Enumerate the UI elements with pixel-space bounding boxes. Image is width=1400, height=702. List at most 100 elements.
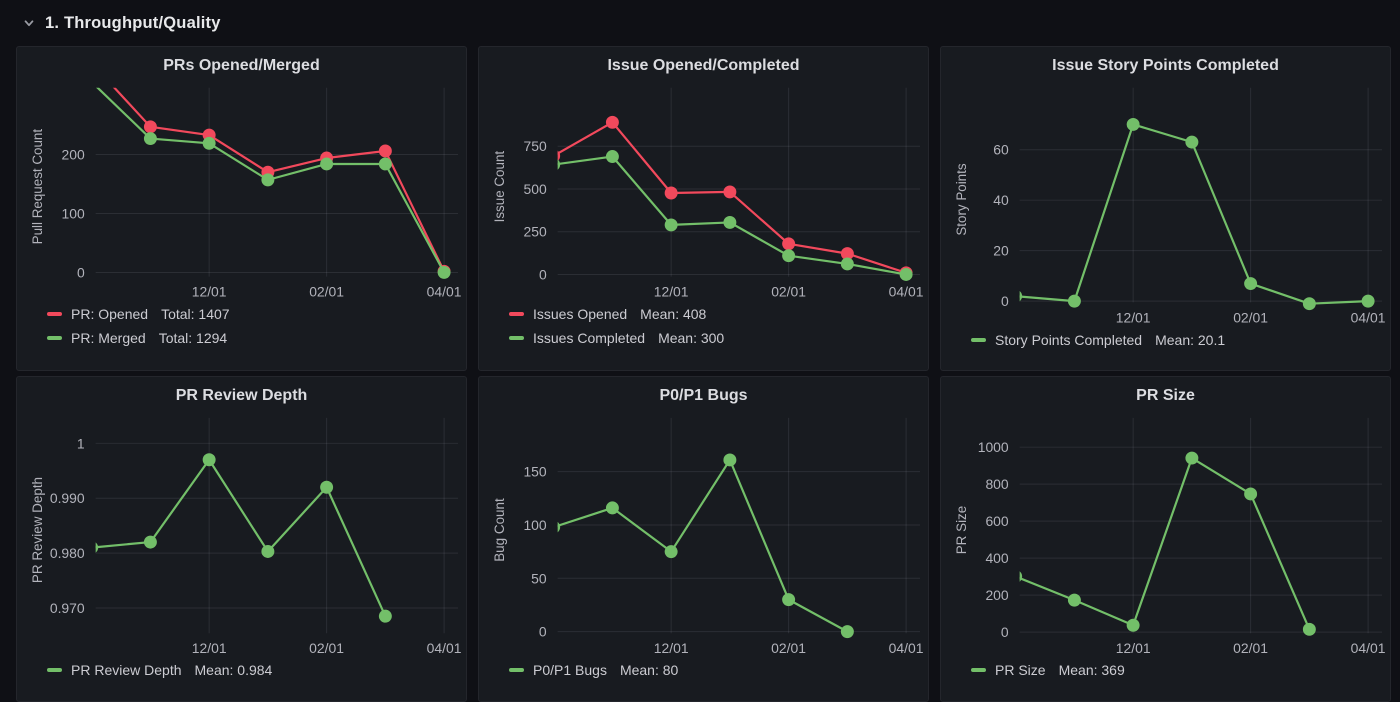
y-axis-title: Bug Count: [492, 498, 507, 562]
legend-label: Issues Completed: [533, 330, 646, 346]
chart-canvas[interactable]: 0 50 100 150 12/01 02/01 04/01 Bug Count: [479, 377, 928, 701]
y-tick-label: 20: [993, 243, 1009, 259]
chart-canvas[interactable]: 0 250 500 750 12/01 02/01 04/01 Issue Count: [479, 47, 928, 370]
chart-canvas[interactable]: 0 100 200 12/01 02/01 04/01 Pull Request Count: [17, 47, 466, 370]
data-point-marker[interactable]: [1244, 277, 1258, 290]
data-point-marker[interactable]: [1009, 290, 1023, 303]
data-point-marker[interactable]: [1185, 135, 1199, 149]
panel-title[interactable]: PRs Opened/Merged: [163, 57, 320, 74]
data-point-marker[interactable]: [1067, 593, 1081, 607]
y-tick-label: 100: [61, 205, 84, 221]
data-point-marker[interactable]: [840, 257, 854, 271]
data-point-marker[interactable]: [437, 265, 451, 279]
y-tick-label: 200: [61, 146, 84, 162]
data-point-marker[interactable]: [1067, 294, 1081, 308]
line-chart-svg: 0 50 100 150 12/01 02/01 04/01 Bug Count: [492, 417, 924, 656]
y-tick-label: 600: [985, 513, 1008, 529]
legend-value: Total: 1294: [158, 330, 228, 346]
data-point-marker[interactable]: [547, 158, 561, 171]
data-point-marker[interactable]: [782, 237, 796, 251]
data-point-marker[interactable]: [605, 150, 619, 163]
chevron-down-icon[interactable]: [22, 16, 36, 30]
data-point-marker[interactable]: [664, 218, 678, 232]
legend-color-dash: [47, 312, 62, 316]
data-point-marker[interactable]: [378, 144, 392, 158]
data-point-marker[interactable]: [1302, 622, 1316, 636]
y-tick-label: 0: [77, 264, 85, 280]
data-point-marker[interactable]: [1244, 487, 1258, 501]
data-point-marker[interactable]: [605, 115, 619, 129]
data-point-marker[interactable]: [1126, 117, 1140, 131]
data-point-marker[interactable]: [202, 453, 216, 467]
data-point-marker[interactable]: [1009, 570, 1023, 583]
data-point-marker[interactable]: [840, 247, 854, 261]
data-point-marker[interactable]: [899, 268, 913, 281]
line-chart-svg: 0 20 40 60 12/01 02/01 04/01 Story Points: [954, 87, 1386, 325]
data-point-marker[interactable]: [547, 521, 561, 534]
x-tick-label: 12/01: [1116, 309, 1151, 325]
data-point-marker[interactable]: [261, 544, 275, 558]
data-point-marker[interactable]: [85, 541, 99, 554]
legend-item[interactable]: PR: Merged Total: 1294: [47, 330, 230, 346]
legend-value: Mean: 408: [640, 306, 707, 322]
data-point-marker[interactable]: [782, 249, 796, 263]
data-point-marker[interactable]: [143, 535, 157, 549]
panel-title[interactable]: PR Size: [1136, 387, 1195, 404]
legend-item[interactable]: Issues Completed Mean: 300: [509, 330, 724, 346]
legend-item[interactable]: PR: Opened Total: 1407: [47, 306, 230, 322]
data-point-marker[interactable]: [143, 120, 157, 134]
y-tick-label: 0: [539, 624, 547, 640]
data-point-marker[interactable]: [378, 157, 392, 171]
legend-value: Mean: 300: [658, 330, 725, 346]
data-point-marker[interactable]: [320, 480, 334, 494]
x-tick-label: 12/01: [654, 283, 689, 299]
legend-item[interactable]: PR Size Mean: 369: [971, 662, 1125, 678]
data-point-marker[interactable]: [85, 76, 98, 89]
legend-item[interactable]: Issues Opened Mean: 408: [509, 306, 724, 322]
chart-canvas[interactable]: 0 200 400 600 800 1000 12/01 02/01 04/01 PR Size: [941, 377, 1390, 701]
panel-title[interactable]: Issue Story Points Completed: [1052, 57, 1279, 74]
legend-color-dash: [509, 336, 524, 340]
data-point-marker[interactable]: [261, 173, 275, 187]
data-point-marker[interactable]: [782, 593, 796, 607]
data-point-marker[interactable]: [547, 149, 561, 162]
data-point-marker[interactable]: [723, 185, 737, 199]
section-header[interactable]: 1. Throughput/Quality: [0, 0, 1400, 46]
x-tick-label: 02/01: [309, 640, 344, 656]
data-point-marker[interactable]: [605, 501, 619, 515]
legend-color-dash: [971, 668, 986, 672]
data-point-marker[interactable]: [320, 157, 334, 171]
line-chart-svg: 0 250 500 750 12/01 02/01 04/01 Issue Count: [492, 87, 924, 299]
panel-title[interactable]: PR Review Depth: [175, 387, 308, 404]
data-point-marker[interactable]: [1126, 618, 1140, 632]
data-point-marker[interactable]: [1302, 297, 1316, 311]
data-point-marker[interactable]: [1361, 294, 1375, 308]
x-tick-label: 04/01: [889, 283, 924, 299]
data-point-marker[interactable]: [664, 186, 678, 200]
data-point-marker[interactable]: [143, 132, 157, 145]
data-point-marker[interactable]: [1185, 451, 1199, 465]
data-point-marker[interactable]: [202, 136, 216, 150]
data-point-marker[interactable]: [378, 609, 392, 623]
legend-item[interactable]: P0/P1 Bugs Mean: 80: [509, 662, 678, 678]
data-point-marker[interactable]: [723, 215, 737, 229]
legend-item[interactable]: Story Points Completed Mean: 20.1: [971, 332, 1225, 348]
y-tick-label: 0.980: [50, 545, 85, 561]
data-point-marker[interactable]: [723, 453, 737, 467]
dashboard-grid: PRs Opened/Merged 0 100 200 12/01 02/01 04/01…: [16, 46, 1391, 702]
chart-canvas[interactable]: 0 20 40 60 12/01 02/01 04/01 Story Points: [941, 47, 1390, 370]
x-tick-label: 12/01: [1116, 640, 1151, 656]
y-tick-label: 0: [1001, 293, 1009, 309]
legend-value: Total: 1407: [161, 306, 230, 322]
data-point-marker[interactable]: [840, 625, 854, 639]
y-tick-label: 0.990: [50, 490, 85, 506]
panel-title[interactable]: Issue Opened/Completed: [607, 57, 800, 74]
chart-canvas[interactable]: 0.970 0.980 0.990 1 12/01 02/01 04/01 PR Review…: [17, 377, 466, 701]
legend-item[interactable]: PR Review Depth Mean: 0.984: [47, 662, 272, 678]
data-point-marker[interactable]: [664, 545, 678, 559]
y-tick-label: 250: [523, 224, 546, 240]
legend-label: PR: Merged: [71, 330, 146, 346]
panel-title[interactable]: P0/P1 Bugs: [659, 387, 748, 404]
y-tick-label: 500: [523, 181, 546, 197]
legend-value: Mean: 369: [1058, 662, 1125, 678]
